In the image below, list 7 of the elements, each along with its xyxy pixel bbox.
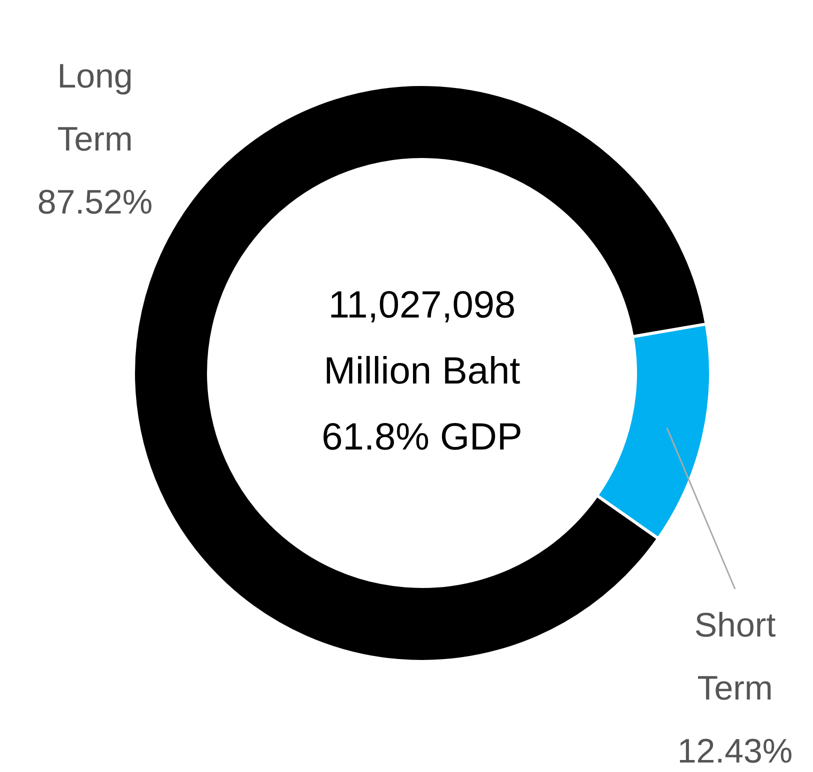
slice-label: Short Term (694, 606, 776, 708)
text: Million Baht (324, 350, 521, 392)
text: 61.8% GDP (322, 416, 522, 458)
data-label: 87.52% (37, 183, 153, 222)
text: 11,027,098 (328, 284, 516, 326)
data-label: 12.43% (677, 732, 793, 770)
slice-label: Long Term (57, 57, 133, 158)
